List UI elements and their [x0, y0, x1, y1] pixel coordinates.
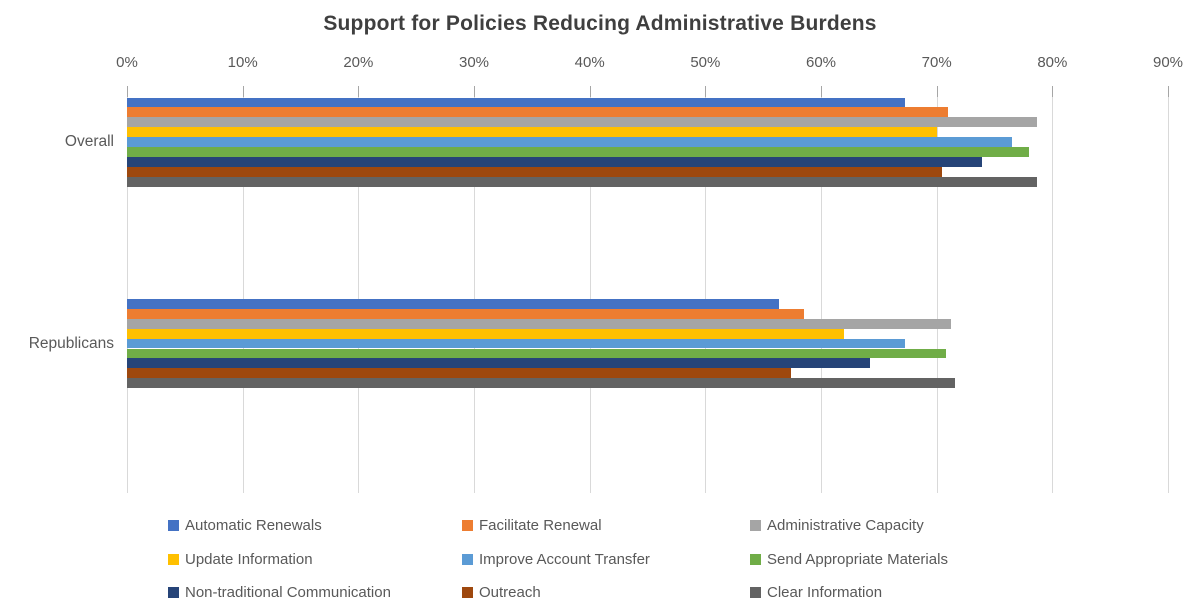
bar-overall-administrative-capacity	[127, 117, 1038, 128]
category-label-overall: Overall	[64, 133, 114, 150]
gridline	[589, 86, 591, 493]
gridline	[1168, 86, 1170, 493]
bar-overall-facilitate-renewal	[127, 107, 949, 118]
gridline	[358, 86, 360, 493]
legend-swatch-outreach	[462, 587, 473, 598]
x-axis-tick-label: 80%	[1037, 54, 1068, 71]
legend-label: Administrative Capacity	[767, 517, 924, 534]
category-label-republicans: Republicans	[28, 334, 114, 352]
legend-label: Outreach	[479, 584, 541, 600]
axis-tick-mark	[589, 86, 591, 97]
axis-tick-mark	[821, 86, 823, 97]
legend-item-outreach: Outreach	[462, 584, 541, 600]
axis-tick-mark	[242, 86, 244, 97]
legend-item-automatic-renewals: Automatic Renewals	[168, 517, 322, 534]
legend-label: Non-traditional Communication	[185, 584, 391, 600]
bar-overall-non-traditional-communication	[127, 156, 982, 167]
legend-swatch-non-traditional-communication	[168, 587, 179, 598]
x-axis-tick-label: 60%	[806, 54, 837, 71]
gridline	[127, 86, 128, 493]
x-axis-tick-label: 70%	[921, 54, 952, 71]
x-axis-tick-label: 40%	[574, 54, 605, 71]
legend-swatch-administrative-capacity	[750, 520, 761, 531]
bar-overall-send-appropriate-materials	[127, 147, 1030, 157]
bar-overall-improve-account-transfer	[127, 137, 1012, 147]
x-axis-tick-label: 20%	[343, 54, 374, 71]
legend-item-facilitate-renewal: Facilitate Renewal	[462, 517, 602, 534]
bar-overall-update-information	[127, 127, 937, 138]
legend-item-send-appropriate-materials: Send Appropriate Materials	[750, 551, 948, 568]
axis-tick-mark	[705, 86, 707, 97]
bar-republicans-update-information	[127, 328, 845, 339]
x-axis-tick-label: 30%	[458, 54, 490, 71]
legend-swatch-send-appropriate-materials	[750, 554, 761, 565]
gridline	[821, 86, 823, 493]
bar-republicans-automatic-renewals	[127, 299, 780, 309]
axis-tick-mark	[127, 86, 128, 97]
legend-swatch-improve-account-transfer	[462, 554, 473, 565]
gridline	[705, 86, 707, 493]
bar-overall-automatic-renewals	[127, 97, 906, 108]
gridline	[936, 86, 938, 493]
legend-swatch-automatic-renewals	[168, 520, 179, 531]
legend-label: Update Information	[185, 551, 313, 568]
legend-swatch-update-information	[168, 554, 179, 565]
axis-tick-mark	[936, 86, 938, 97]
bar-republicans-send-appropriate-materials	[127, 348, 946, 359]
legend-swatch-facilitate-renewal	[462, 520, 473, 531]
legend-label: Facilitate Renewal	[479, 517, 602, 534]
x-axis-tick-label: 10%	[227, 54, 258, 71]
x-axis-tick-label: 50%	[690, 54, 721, 71]
bar-republicans-improve-account-transfer	[127, 338, 906, 349]
legend-item-administrative-capacity: Administrative Capacity	[750, 517, 924, 534]
legend-label: Clear Information	[767, 584, 883, 600]
axis-tick-mark	[1052, 86, 1054, 97]
x-axis-tick-label: 0%	[116, 54, 138, 71]
legend-item-clear-information: Clear Information	[750, 584, 882, 600]
gridline	[474, 86, 475, 493]
bar-republicans-facilitate-renewal	[127, 308, 804, 319]
axis-tick-mark	[474, 86, 475, 97]
legend-label: Improve Account Transfer	[479, 551, 650, 568]
bar-republicans-administrative-capacity	[127, 318, 951, 329]
x-axis-tick-label: 90%	[1153, 54, 1184, 71]
gridline	[1052, 86, 1054, 493]
axis-tick-mark	[1168, 86, 1170, 97]
legend-label: Send Appropriate Materials	[767, 551, 948, 568]
legend-swatch-clear-information	[750, 587, 761, 598]
bar-republicans-outreach	[127, 368, 791, 379]
gridline	[242, 86, 244, 493]
legend-item-non-traditional-communication: Non-traditional Communication	[168, 584, 391, 600]
legend-item-update-information: Update Information	[168, 551, 313, 568]
legend-item-improve-account-transfer: Improve Account Transfer	[462, 551, 650, 568]
bar-republicans-non-traditional-communication	[127, 358, 870, 369]
chart-title: Support for Policies Reducing Administra…	[323, 12, 877, 35]
bar-republicans-clear-information	[127, 378, 956, 389]
bar-overall-outreach	[127, 166, 943, 177]
bar-overall-clear-information	[127, 176, 1038, 187]
axis-tick-mark	[358, 86, 360, 97]
legend-label: Automatic Renewals	[185, 517, 322, 534]
